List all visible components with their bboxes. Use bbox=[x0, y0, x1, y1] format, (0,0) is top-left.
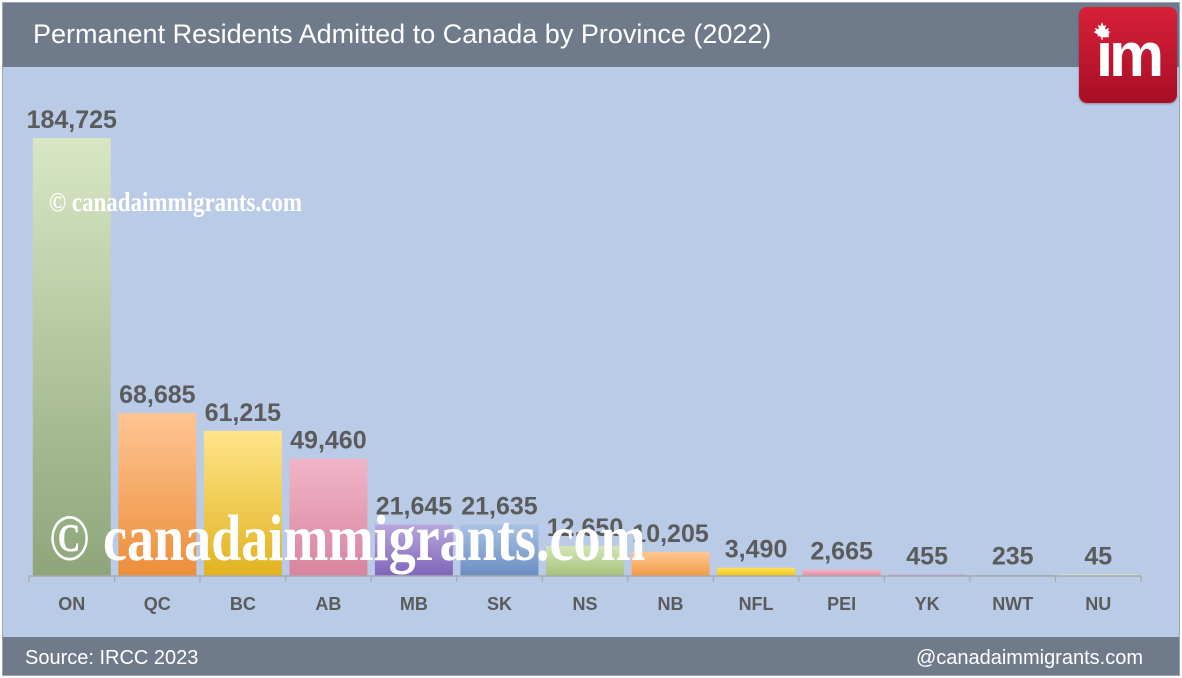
value-label-nu: 45 bbox=[1084, 543, 1112, 571]
value-label-mb: 21,645 bbox=[376, 493, 453, 521]
category-labels-group: ON QC BC AB MB SK NS NB NFL PEI YK NWT NU bbox=[58, 594, 1111, 614]
category-label-pei: PEI bbox=[827, 594, 856, 614]
logo-text: im bbox=[1095, 21, 1164, 90]
category-label-yk: YK bbox=[915, 594, 940, 614]
value-label-qc: 68,685 bbox=[119, 381, 196, 409]
bar-qc[interactable] bbox=[118, 413, 197, 576]
value-label-ab: 49,460 bbox=[290, 427, 366, 455]
category-label-ns: NS bbox=[572, 594, 597, 614]
bar-nfl[interactable] bbox=[717, 567, 796, 576]
x-axis-ticks bbox=[28, 576, 1142, 582]
source-label: Source: IRCC 2023 bbox=[25, 647, 199, 669]
bar-on[interactable] bbox=[32, 138, 111, 576]
brand-logo[interactable]: im bbox=[1079, 7, 1177, 103]
bar-ab[interactable] bbox=[289, 458, 368, 576]
social-handle[interactable]: @canadaimmigrants.com bbox=[915, 647, 1143, 669]
title-bar: Permanent Residents Admitted to Canada b… bbox=[3, 3, 1179, 67]
category-label-sk: SK bbox=[487, 594, 512, 614]
category-label-qc: QC bbox=[144, 594, 171, 614]
category-label-nb: NB bbox=[658, 594, 684, 614]
bar-sk[interactable] bbox=[460, 524, 539, 576]
value-label-ns: 12,650 bbox=[547, 514, 623, 542]
category-label-nfl: NFL bbox=[739, 594, 774, 614]
value-label-nfl: 3,490 bbox=[725, 536, 788, 564]
value-label-on: 184,725 bbox=[27, 106, 117, 134]
watermark-small: © canadaimmigrants.com bbox=[49, 187, 303, 217]
value-label-bc: 61,215 bbox=[205, 399, 282, 427]
bar-bc[interactable] bbox=[203, 430, 282, 576]
category-label-nu: NU bbox=[1085, 594, 1111, 614]
category-label-ab: AB bbox=[315, 594, 341, 614]
bar-mb[interactable] bbox=[374, 524, 453, 576]
watermark-large: © canadaimmigrants.com bbox=[49, 502, 646, 575]
value-labels-group: 184,725 68,685 61,215 49,460 21,645 21,635 12,… bbox=[27, 106, 1113, 571]
footer-bar: Source: IRCC 2023 @canadaimmigrants.com bbox=[3, 637, 1179, 675]
bar-nb[interactable] bbox=[631, 551, 710, 576]
value-label-yk: 455 bbox=[906, 543, 948, 571]
value-label-nwt: 235 bbox=[992, 543, 1034, 571]
value-label-nb: 10,205 bbox=[632, 520, 709, 548]
value-label-sk: 21,635 bbox=[461, 493, 538, 521]
value-label-pei: 2,665 bbox=[810, 538, 873, 566]
bar-chart: 184,725 68,685 61,215 49,460 21,645 21,635 12,… bbox=[27, 106, 1142, 614]
chart-title: Permanent Residents Admitted to Canada b… bbox=[33, 19, 772, 49]
category-label-nwt: NWT bbox=[992, 594, 1033, 614]
maple-leaf-icon bbox=[1093, 22, 1111, 40]
bars-group bbox=[32, 138, 1138, 576]
category-label-on: ON bbox=[58, 594, 85, 614]
category-label-mb: MB bbox=[400, 594, 428, 614]
category-label-bc: BC bbox=[230, 594, 256, 614]
bar-ns[interactable] bbox=[546, 546, 624, 576]
bar-pei[interactable] bbox=[802, 569, 881, 576]
